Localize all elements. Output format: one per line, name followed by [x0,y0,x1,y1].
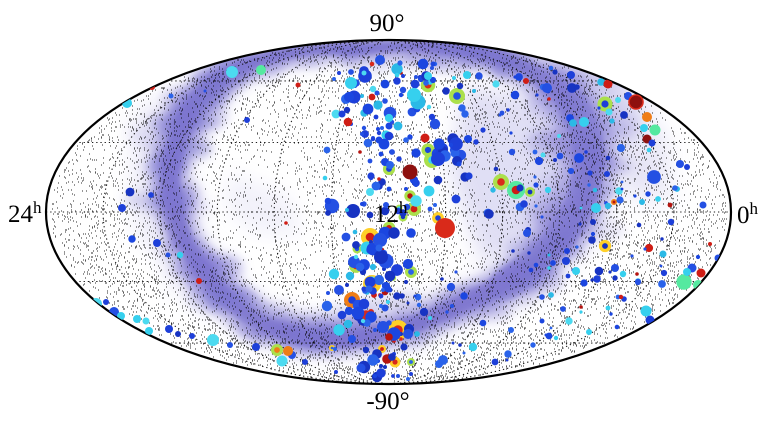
svg-text:-90°: -90° [366,388,409,415]
svg-text:90°: 90° [370,10,405,37]
